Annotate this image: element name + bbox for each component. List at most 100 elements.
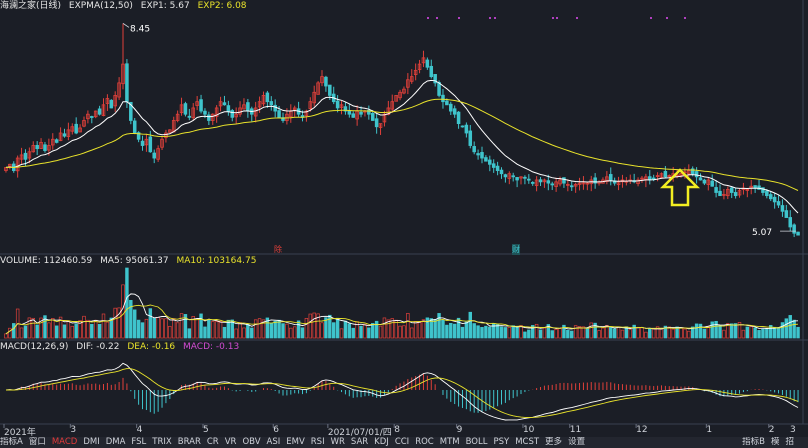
volume-bar [226,319,231,339]
candle-body [90,116,94,118]
right-tab[interactable]: 模 [770,437,780,447]
candle-body [472,146,476,153]
volume-bar [97,323,102,339]
tab-mcst[interactable]: MCST [515,437,540,447]
tab-cr[interactable]: CR [206,437,219,447]
tab-wr[interactable]: WR [330,437,345,447]
candle-body [722,193,726,196]
tab-trix[interactable]: TRIX [152,437,172,447]
volume-bar [335,317,340,339]
volume-bar [43,315,47,339]
tab-obv[interactable]: OBV [242,437,261,447]
volume-bar [292,326,297,339]
candle-body [733,192,738,197]
volume-bar [644,331,648,339]
volume-bar [425,317,430,339]
tab-asi[interactable]: ASI [266,437,281,447]
candle-body [655,175,660,177]
volume-bar [54,325,59,339]
candle-body [82,120,86,127]
tab-emv[interactable]: EMV [286,437,305,447]
candle-body [507,173,512,179]
right-tab[interactable]: 招 [785,437,794,447]
tab-cci[interactable]: CCI [394,437,410,447]
volume-bar [733,323,738,339]
macd-header: MACD(12,26,9) DIF: -0.22 DEA: -0.16 MACD… [0,341,244,354]
tab-fsl[interactable]: FSL [131,437,147,447]
tab-boll[interactable]: BOLL [465,437,488,447]
candle-body [765,190,769,197]
volume-bar [359,325,363,339]
tab-mtm[interactable]: MTM [439,437,460,447]
dif-line [5,362,799,421]
tab-rsi[interactable]: RSI [310,437,325,447]
volume-bar [113,307,117,339]
candle-body [437,82,441,96]
candle-body [47,145,51,151]
candle-body [616,181,621,186]
macd-value: MACD: -0.13 [183,342,240,352]
candle-body [328,84,332,96]
candle-body [659,173,664,178]
candle-body [210,113,215,121]
volume-bar [655,326,660,339]
volume-bar [577,326,582,339]
volume-bar [234,328,238,339]
candle-body [667,175,672,177]
x-axis-label: 3 [790,425,796,435]
signal-marker [576,17,578,19]
volume-bar [78,320,82,339]
volume-bar [523,331,527,339]
tab-设置[interactable]: 设置 [568,437,586,447]
volume-bar [35,324,39,339]
tab-sar[interactable]: SAR [350,437,369,447]
candle-body [441,94,445,103]
volume-bar [207,319,211,339]
volume-bar [472,323,476,339]
volume-bar [390,318,394,339]
tab-roc[interactable]: ROC [415,437,434,447]
indicator-name[interactable]: EXPMA(12,50) [68,1,133,11]
report-badge[interactable]: 财 [512,244,520,255]
volume-bar [172,318,176,339]
tab-macd[interactable]: MACD [51,437,78,447]
macd-indicator-name[interactable]: MACD(12,26,9) [0,342,69,352]
volume-bar [437,313,441,339]
volume-bar [66,320,71,339]
ex-rights-badge[interactable]: 除 [274,245,282,254]
candle-body [542,179,547,183]
tab-dma[interactable]: DMA [105,437,126,447]
candle-body [238,107,242,115]
volume-bar [343,320,348,339]
volume-bar [609,326,613,339]
candle-body [460,125,465,128]
volume-bar [19,327,24,339]
volume-bar [47,322,51,339]
tab-kdj[interactable]: KDJ [374,437,389,447]
volume-bar [441,319,445,339]
tab-dmi[interactable]: DMI [83,437,100,447]
candle-body [593,177,597,184]
candle-body [4,167,8,171]
candle-body [51,138,55,146]
volume-bar [133,309,137,339]
candle-body [359,111,363,115]
volume-bar [796,326,800,339]
right-tab[interactable]: 指标B [742,437,765,447]
volume-bar [605,325,609,339]
tab-psy[interactable]: PSY [493,437,510,447]
candle-body [694,171,699,178]
tab-vr[interactable]: VR [224,437,237,447]
tab-窗口[interactable]: 窗口 [28,437,46,447]
tab-brar[interactable]: BRAR [177,437,201,447]
tab-指标a[interactable]: 指标A [0,437,23,447]
volume-bar [351,327,355,339]
tab-更多[interactable]: 更多 [545,437,563,447]
candle-body [175,113,180,121]
volume-bar [554,328,558,339]
volume-bar [156,317,160,339]
candle-body [160,138,164,148]
candle-body [308,101,313,110]
volume-bar [687,330,691,339]
